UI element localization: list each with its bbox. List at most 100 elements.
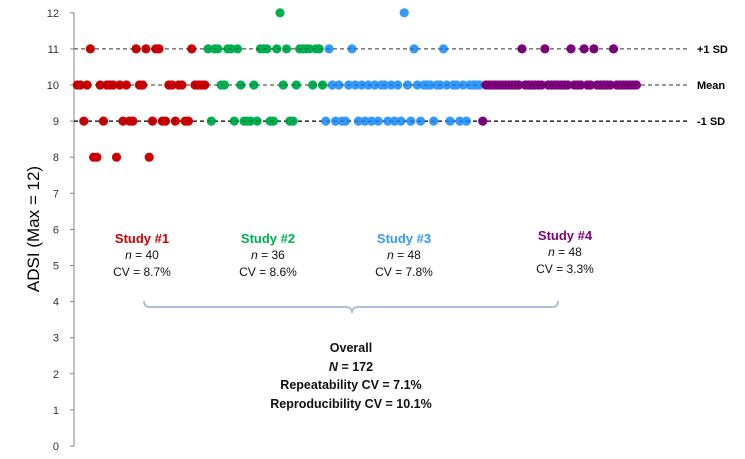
study-2-title: Study #2 xyxy=(240,231,296,246)
data-point-study-4 xyxy=(586,80,596,90)
data-point-study-3 xyxy=(331,116,341,126)
study-4-n: n = 48 xyxy=(505,244,625,261)
data-point-study-3 xyxy=(461,116,471,126)
data-point-study-1 xyxy=(160,116,171,126)
reference-line-label: Mean xyxy=(697,80,725,92)
data-point-study-2 xyxy=(268,116,279,126)
data-point-study-2 xyxy=(213,44,223,54)
data-point-study-3 xyxy=(373,116,383,126)
study-1-n: n = 40 xyxy=(82,247,202,264)
data-point-study-2 xyxy=(314,44,324,54)
study-1-title: Study #1 xyxy=(114,231,170,246)
data-point-study-1 xyxy=(141,44,151,54)
data-point-study-3 xyxy=(389,116,400,126)
data-point-study-1 xyxy=(98,116,109,126)
data-point-study-3 xyxy=(353,116,364,126)
data-point-study-2 xyxy=(219,80,230,90)
study-4-title: Study #4 xyxy=(537,228,593,243)
study-1-cv: CV = 8.7% xyxy=(113,265,171,279)
data-point-study-1 xyxy=(200,80,210,90)
data-point-study-4 xyxy=(589,44,599,54)
n-symbol: n xyxy=(251,248,258,262)
data-point-study-2 xyxy=(236,80,246,90)
data-point-study-2 xyxy=(272,44,282,54)
y-axis-label: ADSI (Max = 12) xyxy=(24,166,43,292)
data-point-study-1 xyxy=(183,116,194,126)
data-point-study-2 xyxy=(226,44,236,54)
data-point-study-3 xyxy=(412,80,422,90)
data-point-study-4 xyxy=(478,116,488,126)
study-1-annotation: Study #1 n = 40 CV = 8.7% xyxy=(82,230,202,281)
data-point-study-2 xyxy=(245,116,256,126)
data-point-study-3 xyxy=(445,116,455,126)
study-2-n: n = 36 xyxy=(208,247,328,264)
data-point-study-1 xyxy=(79,116,89,126)
study-4-annotation: Study #4 n = 48 CV = 3.3% xyxy=(505,227,625,278)
study-2-cv: CV = 8.6% xyxy=(239,265,297,279)
data-point-study-1 xyxy=(115,80,125,90)
data-point-study-3 xyxy=(458,80,468,90)
data-point-study-4 xyxy=(608,44,619,54)
data-point-study-2 xyxy=(288,116,298,126)
data-point-study-4 xyxy=(563,80,573,90)
data-point-study-4 xyxy=(537,80,547,90)
y-tick-label: 2 xyxy=(53,369,59,381)
data-point-study-2 xyxy=(262,44,272,54)
data-point-study-3 xyxy=(370,80,380,90)
data-point-study-4 xyxy=(576,80,586,90)
y-tick-label: 4 xyxy=(53,297,59,309)
data-point-study-3 xyxy=(347,44,357,54)
reference-line-label: -1 SD xyxy=(697,116,725,128)
data-point-study-3 xyxy=(360,116,370,126)
data-point-study-3 xyxy=(438,44,449,54)
data-point-study-3 xyxy=(399,8,409,18)
data-point-study-1 xyxy=(128,116,138,126)
data-point-study-1 xyxy=(167,80,177,90)
n-symbol: n xyxy=(125,248,132,262)
data-point-study-2 xyxy=(281,44,292,54)
data-point-study-3 xyxy=(334,80,344,90)
data-point-study-4 xyxy=(514,80,524,90)
n-symbol: N xyxy=(328,359,338,374)
data-point-study-2 xyxy=(232,44,243,54)
data-point-study-3 xyxy=(435,80,445,90)
overall-n: N = 172 xyxy=(231,358,471,377)
study-3-n: n = 48 xyxy=(344,247,464,264)
y-tick-label: 10 xyxy=(47,80,59,92)
y-tick-label: 12 xyxy=(47,8,59,20)
data-point-study-1 xyxy=(187,44,197,54)
data-point-study-3 xyxy=(406,116,416,126)
data-point-study-2 xyxy=(229,116,239,126)
data-point-study-1 xyxy=(95,80,105,90)
data-point-study-2 xyxy=(252,116,262,126)
data-point-study-3 xyxy=(366,116,377,126)
data-point-study-3 xyxy=(396,116,406,126)
y-tick-label: 5 xyxy=(53,261,59,273)
data-point-study-1 xyxy=(144,152,154,162)
data-point-study-1 xyxy=(118,116,128,126)
data-point-study-3 xyxy=(386,80,396,90)
data-point-study-3 xyxy=(380,80,390,90)
data-point-study-3 xyxy=(425,80,436,90)
study-3-title: Study #3 xyxy=(376,231,432,246)
overall-reproducibility: Reproducibility CV = 10.1% xyxy=(270,396,432,411)
data-point-study-3 xyxy=(344,80,354,90)
study-2-annotation: Study #2 n = 36 CV = 8.6% xyxy=(208,230,328,281)
data-point-study-1 xyxy=(138,80,148,90)
data-point-study-4 xyxy=(605,80,615,90)
data-point-study-1 xyxy=(131,44,141,54)
data-point-study-4 xyxy=(517,44,527,54)
data-point-study-3 xyxy=(321,116,331,126)
y-tick-label: 1 xyxy=(53,405,59,417)
data-point-study-2 xyxy=(275,8,285,18)
overall-summary: Overall N = 172 Repeatability CV = 7.1% … xyxy=(231,339,471,413)
data-point-study-1 xyxy=(121,80,131,90)
n-value: = 36 xyxy=(261,248,285,262)
data-point-study-2 xyxy=(203,44,213,54)
y-tick-label: 3 xyxy=(53,333,59,345)
data-point-study-4 xyxy=(631,80,642,90)
data-point-study-1 xyxy=(82,80,92,90)
data-point-study-1 xyxy=(154,44,164,54)
data-point-study-2 xyxy=(249,80,259,90)
